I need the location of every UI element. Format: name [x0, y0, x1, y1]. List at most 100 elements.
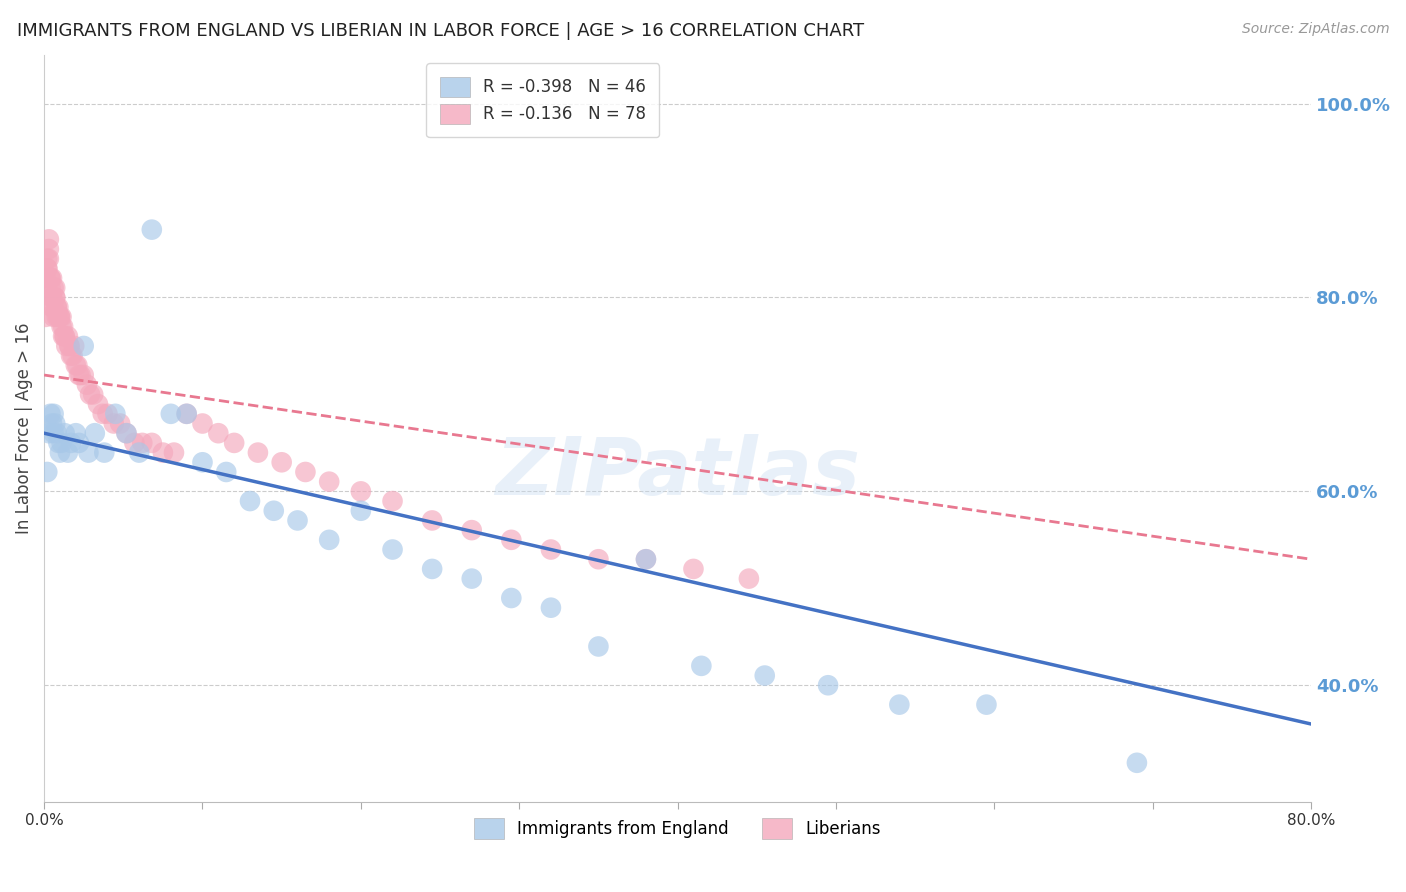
Point	[41, 291, 63, 305]
Point	[53, 426, 76, 441]
Point	[42, 407, 65, 421]
Point	[38, 252, 60, 266]
Point	[39, 407, 62, 421]
Point	[420, 562, 443, 576]
Point	[350, 484, 373, 499]
Point	[56, 445, 79, 459]
Point	[41, 417, 63, 431]
Point	[207, 426, 229, 441]
Point	[82, 387, 104, 401]
Point	[738, 572, 761, 586]
Point	[52, 329, 75, 343]
Point	[73, 339, 96, 353]
Point	[34, 310, 56, 324]
Point	[51, 319, 73, 334]
Point	[44, 417, 66, 431]
Point	[67, 436, 90, 450]
Point	[39, 271, 62, 285]
Point	[65, 426, 87, 441]
Point	[263, 504, 285, 518]
Point	[163, 445, 186, 459]
Point	[104, 407, 127, 421]
Point	[65, 359, 87, 373]
Legend: Immigrants from England, Liberians: Immigrants from England, Liberians	[467, 812, 887, 846]
Point	[1126, 756, 1149, 770]
Point	[38, 426, 60, 441]
Point	[540, 600, 562, 615]
Point	[39, 281, 62, 295]
Point	[381, 494, 404, 508]
Point	[76, 377, 98, 392]
Point	[461, 523, 484, 537]
Point	[49, 310, 72, 324]
Point	[270, 455, 292, 469]
Point	[77, 445, 100, 459]
Point	[124, 436, 146, 450]
Point	[45, 310, 67, 324]
Point	[159, 407, 181, 421]
Point	[42, 310, 65, 324]
Point	[58, 339, 80, 353]
Point	[588, 552, 610, 566]
Point	[108, 417, 131, 431]
Point	[37, 261, 59, 276]
Point	[501, 591, 523, 605]
Point	[56, 329, 79, 343]
Point	[141, 436, 163, 450]
Point	[682, 562, 704, 576]
Point	[49, 310, 72, 324]
Point	[48, 300, 70, 314]
Point	[152, 445, 174, 459]
Point	[55, 339, 77, 353]
Point	[87, 397, 110, 411]
Point	[38, 242, 60, 256]
Point	[42, 281, 65, 295]
Point	[287, 513, 309, 527]
Point	[73, 368, 96, 382]
Point	[246, 445, 269, 459]
Point	[37, 465, 59, 479]
Point	[53, 329, 76, 343]
Point	[83, 426, 105, 441]
Point	[350, 504, 373, 518]
Point	[60, 436, 83, 450]
Point	[51, 310, 73, 324]
Point	[754, 668, 776, 682]
Point	[60, 349, 83, 363]
Point	[62, 349, 84, 363]
Point	[52, 319, 75, 334]
Point	[128, 445, 150, 459]
Point	[34, 271, 56, 285]
Point	[49, 445, 72, 459]
Point	[37, 261, 59, 276]
Point	[131, 436, 153, 450]
Point	[634, 552, 657, 566]
Point	[45, 426, 67, 441]
Point	[191, 455, 214, 469]
Point	[41, 291, 63, 305]
Point	[67, 368, 90, 382]
Point	[318, 533, 340, 547]
Point	[79, 387, 101, 401]
Text: IMMIGRANTS FROM ENGLAND VS LIBERIAN IN LABOR FORCE | AGE > 16 CORRELATION CHART: IMMIGRANTS FROM ENGLAND VS LIBERIAN IN L…	[17, 22, 865, 40]
Point	[93, 445, 115, 459]
Point	[63, 339, 86, 353]
Point	[41, 271, 63, 285]
Point	[44, 281, 66, 295]
Y-axis label: In Labor Force | Age > 16: In Labor Force | Age > 16	[15, 323, 32, 534]
Point	[191, 417, 214, 431]
Point	[48, 436, 70, 450]
Point	[39, 271, 62, 285]
Point	[501, 533, 523, 547]
Point	[588, 640, 610, 654]
Point	[976, 698, 998, 712]
Point	[53, 329, 76, 343]
Point	[115, 426, 138, 441]
Point	[58, 339, 80, 353]
Point	[41, 300, 63, 314]
Point	[45, 300, 67, 314]
Point	[141, 222, 163, 236]
Point	[45, 300, 67, 314]
Point	[634, 552, 657, 566]
Point	[176, 407, 198, 421]
